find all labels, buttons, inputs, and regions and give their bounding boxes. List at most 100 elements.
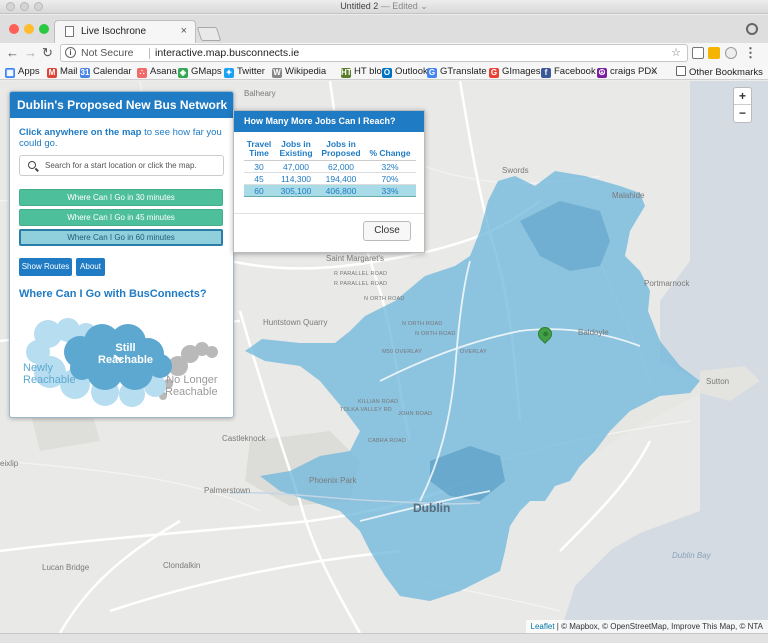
bookmark-outlook[interactable]: O Outlook <box>382 66 428 78</box>
go-30-minutes-button[interactable]: Where Can I Go in 30 minutes <box>19 189 223 206</box>
window-edited-text: — Edited ⌄ <box>380 1 428 11</box>
place-castleknock: Castleknock <box>222 434 266 443</box>
reachability-clouds <box>26 318 218 407</box>
bookmarks-overflow-chevron[interactable]: » <box>651 66 657 77</box>
panel-title: Dublin's Proposed New Bus Network <box>10 92 233 118</box>
place-phoenix-park: Phoenix Park <box>309 476 357 485</box>
address-bar[interactable]: i Not Secure interactive.map.busconnects… <box>60 44 688 62</box>
zoom-in-button[interactable]: + <box>734 88 751 105</box>
bookmark-mail[interactable]: M Mail <box>47 66 77 78</box>
window-close-dot[interactable] <box>6 2 15 11</box>
bookmark-label: Outlook <box>395 66 428 77</box>
bookmark-star-icon[interactable]: ☆ <box>671 47 681 59</box>
url-text[interactable]: interactive.map.busconnects.ie <box>155 47 300 59</box>
jobs-table-header: Travel Time Jobs in Existing Jobs in Pro… <box>244 140 416 161</box>
back-arrow-icon[interactable]: ← <box>6 45 19 60</box>
legend-no-longer-text: No Longer Reachable <box>165 374 218 398</box>
leaflet-link[interactable]: Leaflet <box>530 622 555 631</box>
browser-minimize-button[interactable] <box>24 24 34 34</box>
place-balheary: Balheary <box>244 89 276 98</box>
menu-kebab-icon[interactable]: ⋮ <box>744 45 757 60</box>
jobs-table: Travel Time Jobs in Existing Jobs in Pro… <box>244 140 416 197</box>
profile-icon[interactable] <box>746 23 758 35</box>
forward-arrow-icon[interactable]: → <box>24 45 37 60</box>
table-cell: 30 <box>244 160 274 173</box>
legend-newly-text: Newly Reachable <box>23 362 76 386</box>
browser-close-button[interactable] <box>9 24 19 34</box>
window-minimize-dot[interactable] <box>20 2 29 11</box>
bookmark-twitter[interactable]: ✦ Twitter <box>224 66 265 78</box>
go-45-minutes-button[interactable]: Where Can I Go in 45 minutes <box>19 209 223 226</box>
folder-icon <box>676 66 686 76</box>
header-jobs-existing: Jobs in Existing <box>274 140 318 161</box>
bookmark-apps[interactable]: ▦ Apps <box>5 66 40 78</box>
table-cell: 33% <box>364 184 416 197</box>
jobs-popup: How Many More Jobs Can I Reach? Travel T… <box>233 110 425 253</box>
place-lucan-bridge: Lucan Bridge <box>42 563 90 572</box>
window-zoom-dot[interactable] <box>34 2 43 11</box>
table-cell: 305,100 <box>274 184 318 197</box>
security-label: Not Secure <box>81 47 134 59</box>
place-baldoyle: Baldoyle <box>578 328 609 337</box>
browser-toolbar: ← → ↻ i Not Secure interactive.map.busco… <box>0 43 768 63</box>
cast-icon[interactable] <box>692 47 704 59</box>
other-bookmarks-folder[interactable]: Other Bookmarks <box>676 66 763 78</box>
zoom-out-button[interactable]: − <box>738 106 746 120</box>
bookmark-gimages[interactable]: G GImages <box>489 66 541 78</box>
zoom-control: + − <box>733 87 752 123</box>
road-label: N ORTH ROAD <box>415 331 456 337</box>
bookmark-gtranslate[interactable]: G GTranslate <box>427 66 487 78</box>
place-malahide: Malahide <box>612 191 645 200</box>
outlook-icon: O <box>382 68 392 78</box>
table-cell: 62,000 <box>318 160 364 173</box>
go-60-minutes-button[interactable]: Where Can I Go in 60 minutes <box>19 229 223 246</box>
reload-icon[interactable]: ↻ <box>42 45 53 60</box>
omnibox-separator <box>149 48 150 59</box>
wikipedia-icon: W <box>272 68 282 78</box>
new-tab-button[interactable] <box>196 27 222 41</box>
table-row-selected: 60 305,100 406,800 33% <box>244 184 416 197</box>
bookmarks-bar: » Other Bookmarks ▦ Apps M Mail 31 Calendar ∴ A… <box>0 63 768 80</box>
tab-close-icon[interactable]: × <box>180 25 187 37</box>
jobs-popup-title: How Many More Jobs Can I Reach? <box>234 111 424 132</box>
search-box[interactable] <box>19 155 224 176</box>
bookmark-label: Facebook <box>554 66 596 77</box>
bookmark-label: craigs PDX <box>610 66 658 77</box>
bookmark-craigs-pdx[interactable]: ☮ craigs PDX <box>597 66 658 78</box>
table-cell: 406,800 <box>318 184 364 197</box>
place-huntstown-quarry: Huntstown Quarry <box>263 318 328 327</box>
other-bookmarks-label: Other Bookmarks <box>689 67 763 78</box>
show-routes-button[interactable]: Show Routes <box>19 258 72 276</box>
road-label: N ORTH ROAD <box>364 296 405 302</box>
legend-still-text: Still Reachable <box>98 342 154 366</box>
road-label: R PARALLEL ROAD <box>334 271 388 277</box>
about-button[interactable]: About <box>76 258 105 276</box>
bookmark-calendar[interactable]: 31 Calendar <box>80 66 132 78</box>
gmail-icon: M <box>47 68 57 78</box>
google-icon: G <box>489 68 499 78</box>
search-input[interactable] <box>45 158 220 173</box>
extension-circle-icon[interactable] <box>725 47 737 59</box>
place-sutton: Sutton <box>706 377 730 386</box>
bookmark-asana[interactable]: ∴ Asana <box>137 66 177 78</box>
road-label: TOLKA VALLEY RD <box>340 407 392 413</box>
bookmark-facebook[interactable]: f Facebook <box>541 66 596 78</box>
bookmark-wikipedia[interactable]: W Wikipedia <box>272 66 326 78</box>
peace-icon: ☮ <box>597 68 607 78</box>
place-portmarnock: Portmarnock <box>644 279 690 288</box>
bookmark-ht-blog[interactable]: HT HT blog <box>341 66 387 78</box>
table-cell: 70% <box>364 172 416 185</box>
table-row: 30 47,000 62,000 32% <box>244 160 416 173</box>
document-icon <box>65 26 74 37</box>
browser-maximize-button[interactable] <box>39 24 49 34</box>
table-cell: 60 <box>244 184 274 197</box>
tab-strip: Live Isochrone × <box>0 15 768 43</box>
tab-live-isochrone[interactable]: Live Isochrone × <box>54 20 196 43</box>
bookmark-label: GMaps <box>191 66 222 77</box>
info-icon[interactable]: i <box>65 47 76 58</box>
extension-shield-icon[interactable] <box>708 47 720 59</box>
close-button[interactable]: Close <box>363 221 411 241</box>
road-label: N ORTH ROAD <box>402 321 443 327</box>
bookmark-label: Calendar <box>93 66 132 77</box>
bookmark-gmaps[interactable]: ◈ GMaps <box>178 66 222 78</box>
